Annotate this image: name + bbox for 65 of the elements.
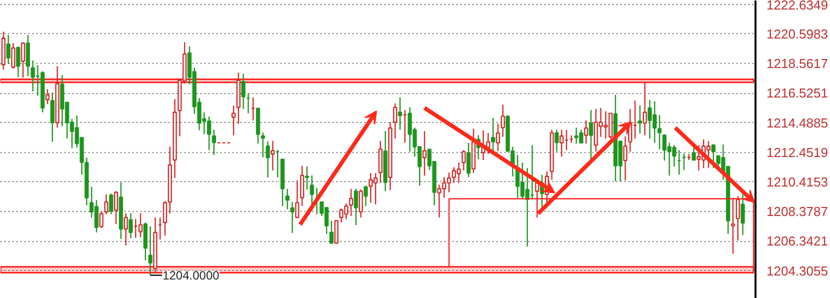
candlestick [711,144,716,169]
y-tick-label: 1208.3787 [766,204,828,220]
candlestick [138,212,143,238]
candlestick [231,105,236,136]
candlestick [584,120,588,144]
candlestick [623,136,628,181]
candlestick [398,96,402,130]
y-tick-label: 1222.6349 [766,0,828,12]
candlestick [349,188,354,217]
candlestick [740,194,745,236]
candlestick [730,197,736,254]
y-tick-label: 1220.5983 [766,26,828,42]
candlestick [109,192,114,215]
y-tick-label: 1212.4519 [766,144,828,160]
candlestick [588,109,594,161]
candlestick [300,165,304,207]
candlestick [422,130,427,176]
candlestick [554,129,559,152]
candlestick [124,212,128,246]
candlestick [500,104,505,138]
candlestick [270,140,275,172]
candlestick [26,34,30,77]
candlestick [45,88,50,105]
candlestick [212,129,216,156]
candlestick [20,42,26,78]
y-tick-label: 1216.5251 [766,86,828,101]
candlestick [358,188,363,218]
candlestick [16,46,20,78]
candlestick [496,123,500,152]
y-tick-label: 1204.3055 [766,263,828,278]
candlestick [462,149,466,172]
y-tick-label: 1210.4153 [766,174,828,190]
candlestick [6,34,10,64]
candlestick [560,129,564,158]
candlestick [143,222,148,261]
annotation: 1204.0000 [162,268,220,283]
candlestick [378,140,383,184]
candlestick [114,190,118,225]
y-tick-label: 1214.4885 [766,115,828,130]
candlestick [736,196,740,242]
candlestick [329,220,334,244]
candlestick [304,166,310,190]
candlestick [354,188,358,226]
candlestick [99,210,104,229]
candlestick [466,142,471,178]
candlestick [638,105,642,134]
candlestick [393,102,398,140]
candlestick [260,132,266,158]
candlestick [30,60,35,92]
candlestick [692,144,696,161]
candlestick [11,42,16,70]
candlestick [50,92,54,142]
candlestick [295,180,300,218]
candlestick [334,220,338,244]
candlestick [104,194,108,215]
candlestick [148,226,152,276]
y-tick-label: 1218.5617 [766,56,828,72]
candlestick [290,201,294,234]
y-tick-label: 1206.3421 [766,234,828,249]
candlestick [364,184,368,207]
candlestick [128,212,133,239]
candlestick [266,140,270,178]
candlestick [642,81,647,136]
candlestick [285,188,290,210]
candlestick [241,73,246,110]
